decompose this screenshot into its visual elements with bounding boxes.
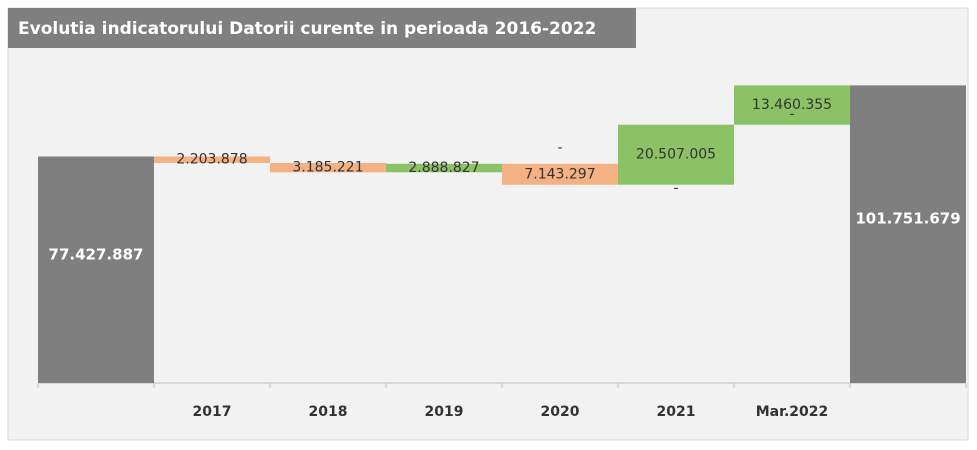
- bar: [618, 124, 734, 185]
- value-label: 20.507.005: [636, 147, 716, 163]
- x-tick-label: 2017: [193, 404, 232, 420]
- x-tick-label: 2018: [309, 404, 348, 420]
- value-label: 3.185.221: [292, 160, 363, 176]
- dash-label: -: [673, 181, 678, 197]
- bar: [38, 156, 154, 383]
- bar: [270, 162, 386, 173]
- x-tick-label: 2020: [541, 404, 580, 420]
- title-box: [8, 8, 636, 48]
- bar: [734, 85, 850, 125]
- x-tick-label: Mar.2022: [756, 404, 829, 420]
- value-label: 13.460.355: [752, 97, 832, 113]
- total-label: 101.751.679: [855, 210, 960, 228]
- dash-label: -: [557, 140, 562, 156]
- bar: [502, 163, 618, 185]
- chart-title: Evolutia indicatorului Datorii curente i…: [18, 19, 596, 39]
- chart-background: [7, 7, 969, 441]
- bar: [154, 156, 270, 163]
- total-label: 77.427.887: [49, 245, 144, 263]
- value-label: 7.143.297: [524, 166, 595, 182]
- bar: [386, 163, 502, 173]
- x-tick-label: 2021: [657, 404, 696, 420]
- dash-label: -: [789, 107, 794, 123]
- bar: [850, 85, 966, 383]
- value-label: 2.203.878: [176, 152, 247, 168]
- value-label: 2.888.827: [408, 160, 479, 176]
- x-tick-label: 2019: [425, 404, 464, 420]
